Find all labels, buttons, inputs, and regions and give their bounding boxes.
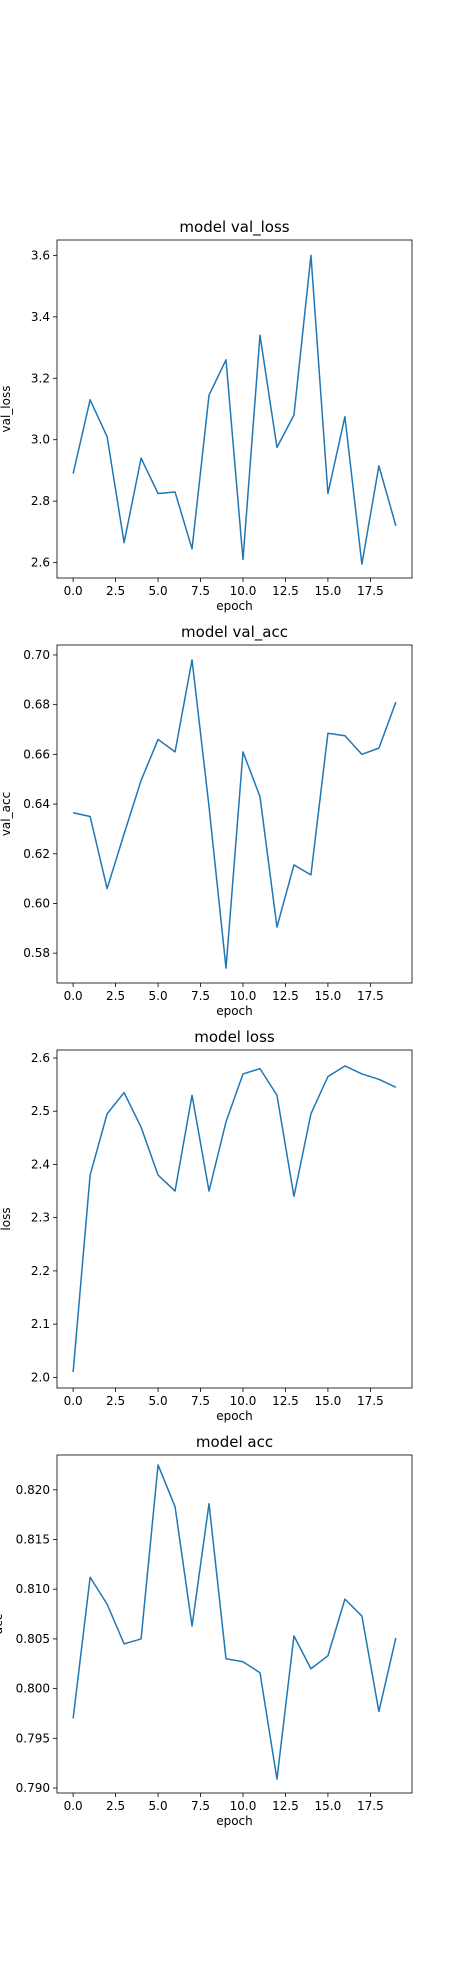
- y-tick-label: 2.2: [31, 1264, 50, 1278]
- plot-frame: [56, 644, 413, 984]
- series-line: [72, 1065, 397, 1373]
- x-tick-label: 0.0: [64, 989, 83, 1003]
- y-tick-label: 2.1: [31, 1317, 50, 1331]
- y-tick-label: 0.62: [23, 847, 50, 861]
- x-axis-label: epoch: [216, 599, 253, 613]
- x-tick-label: 15.0: [315, 1799, 342, 1813]
- x-tick-label: 7.5: [191, 584, 210, 598]
- x-tick-label: 7.5: [191, 1799, 210, 1813]
- x-tick-label: 10.0: [230, 584, 257, 598]
- plot-frame: [56, 1454, 413, 1794]
- y-tick-label: 2.6: [31, 1051, 50, 1065]
- x-tick-label: 12.5: [272, 584, 299, 598]
- y-tick-label: 0.815: [16, 1533, 50, 1547]
- y-tick-label: 0.70: [23, 648, 50, 662]
- x-tick-label: 10.0: [230, 1799, 257, 1813]
- y-axis-label: val_acc: [0, 792, 13, 836]
- y-tick-label: 0.58: [23, 946, 50, 960]
- chart-title: model val_loss: [179, 218, 289, 237]
- x-tick-label: 10.0: [230, 1394, 257, 1408]
- x-axis-label: epoch: [216, 1004, 253, 1018]
- chart-panel-4: model acc 0.0 2.5 5.0 7.5 10.0 12.5 15.0 17.5 0.7…: [0, 1433, 413, 1828]
- x-tick-label: 2.5: [106, 584, 125, 598]
- y-tick-label: 2.5: [31, 1104, 50, 1118]
- y-tick-label: 0.68: [23, 698, 50, 712]
- x-tick-label: 0.0: [64, 584, 83, 598]
- x-axis-label: epoch: [216, 1814, 253, 1828]
- plot-frame: [56, 239, 413, 579]
- x-tick-label: 2.5: [106, 989, 125, 1003]
- x-tick-label: 12.5: [272, 989, 299, 1003]
- y-tick-label: 0.795: [16, 1731, 50, 1745]
- x-tick-label: 17.5: [357, 1394, 384, 1408]
- x-tick-label: 0.0: [64, 1799, 83, 1813]
- y-tick-label: 0.60: [23, 896, 50, 910]
- x-tick-label: 17.5: [357, 584, 384, 598]
- chart-title: model loss: [194, 1028, 275, 1046]
- x-tick-label: 5.0: [149, 1799, 168, 1813]
- x-tick-label: 0.0: [64, 1394, 83, 1408]
- plot-frame: [56, 1049, 413, 1389]
- chart-title: model acc: [196, 1433, 273, 1451]
- y-tick-label: 2.3: [31, 1211, 50, 1225]
- x-tick-label: 5.0: [149, 989, 168, 1003]
- x-tick-label: 5.0: [149, 584, 168, 598]
- series-line: [72, 254, 397, 565]
- x-tick-label: 10.0: [230, 989, 257, 1003]
- x-tick-label: 15.0: [315, 584, 342, 598]
- y-tick-label: 3.6: [31, 248, 50, 262]
- x-tick-label: 5.0: [149, 1394, 168, 1408]
- x-tick-label: 17.5: [357, 1799, 384, 1813]
- y-axis-label: acc: [0, 1614, 5, 1635]
- chart-panel-2: model val_acc 0.0 2.5 5.0 7.5 10.0 12.5 15.0 17.…: [0, 623, 413, 1018]
- y-tick-label: 0.820: [16, 1483, 50, 1497]
- y-axis-label: val_loss: [0, 386, 13, 433]
- y-tick-label: 0.790: [16, 1781, 50, 1795]
- chart-panel-3: model loss 0.0 2.5 5.0 7.5 10.0 12.5 15.0 17.5 2.…: [0, 1028, 413, 1423]
- y-tick-label: 0.800: [16, 1682, 50, 1696]
- x-tick-label: 12.5: [272, 1394, 299, 1408]
- x-tick-label: 7.5: [191, 989, 210, 1003]
- x-tick-label: 2.5: [106, 1799, 125, 1813]
- y-tick-label: 0.66: [23, 747, 50, 761]
- y-tick-label: 0.810: [16, 1582, 50, 1596]
- y-tick-label: 3.2: [31, 371, 50, 385]
- x-tick-label: 15.0: [315, 989, 342, 1003]
- x-axis-label: epoch: [216, 1409, 253, 1423]
- y-tick-label: 0.805: [16, 1632, 50, 1646]
- y-tick-label: 0.64: [23, 797, 50, 811]
- y-tick-label: 3.4: [31, 310, 50, 324]
- chart-panel-1: model val_loss 0.0 2.5 5.0 7.5 10.0 12.5 15.0 17…: [0, 218, 413, 613]
- y-tick-label: 2.6: [31, 556, 50, 570]
- y-tick-label: 2.4: [31, 1157, 50, 1171]
- y-tick-label: 2.0: [31, 1370, 50, 1384]
- x-tick-label: 15.0: [315, 1394, 342, 1408]
- y-axis-label: loss: [0, 1207, 13, 1230]
- x-tick-label: 12.5: [272, 1799, 299, 1813]
- x-tick-label: 7.5: [191, 1394, 210, 1408]
- series-line: [72, 659, 397, 969]
- chart-title: model val_acc: [181, 623, 288, 642]
- y-tick-label: 2.8: [31, 494, 50, 508]
- series-line: [72, 1464, 397, 1780]
- x-tick-label: 17.5: [357, 989, 384, 1003]
- x-tick-label: 2.5: [106, 1394, 125, 1408]
- y-tick-label: 3.0: [31, 433, 50, 447]
